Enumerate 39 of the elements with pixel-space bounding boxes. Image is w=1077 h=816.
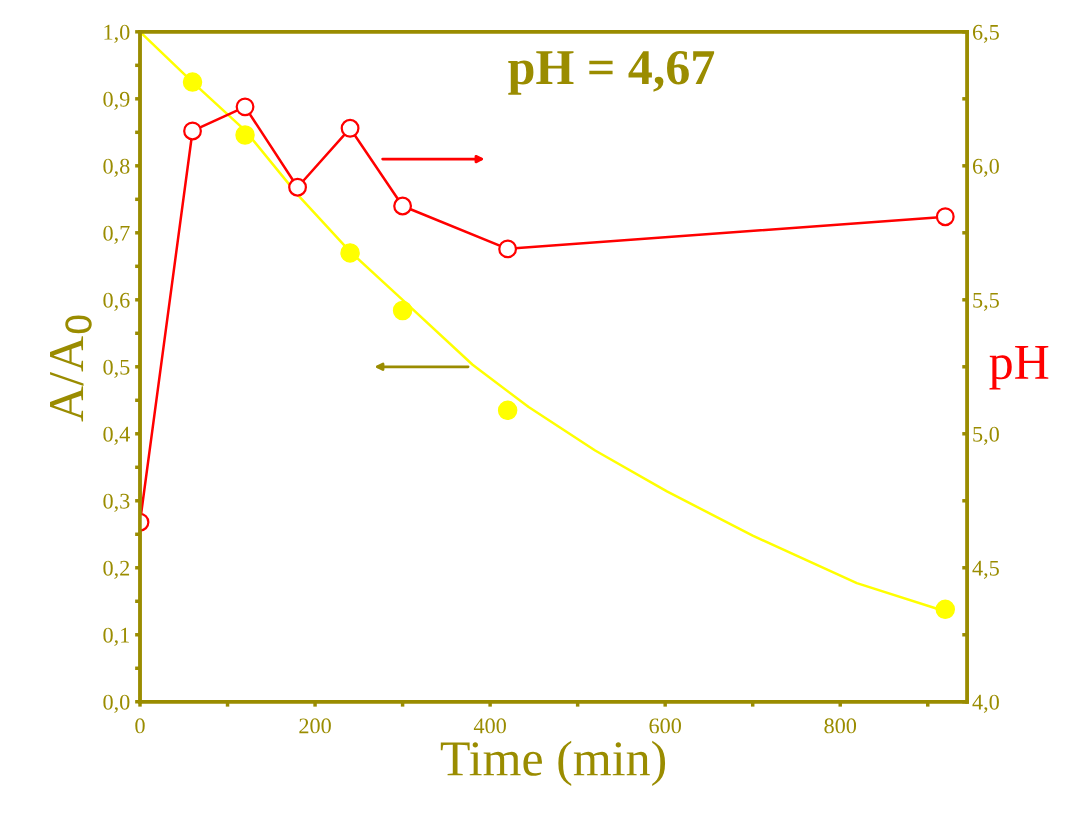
point bbox=[498, 239, 518, 259]
point bbox=[340, 243, 360, 263]
y2-tick-label: 4,5 bbox=[972, 560, 999, 579]
point bbox=[497, 400, 518, 421]
x-tick-label: 400 bbox=[473, 718, 506, 734]
y-tick-label: 0,6 bbox=[103, 292, 130, 311]
x-tick-label: 600 bbox=[649, 718, 681, 734]
x-tick-label: 200 bbox=[299, 718, 331, 734]
y2-axis-title: pH bbox=[989, 346, 1049, 390]
y2-tick-label: 6,0 bbox=[972, 158, 999, 177]
point bbox=[288, 177, 307, 197]
point bbox=[340, 118, 360, 138]
y-tick-label: 0,1 bbox=[103, 627, 129, 646]
y-tick-label: 0,9 bbox=[103, 91, 130, 110]
point bbox=[935, 207, 955, 227]
y-tick-label: 0,2 bbox=[103, 560, 130, 579]
y-tick-label: 1,0 bbox=[104, 24, 130, 43]
y-axis-title: A/A$_{0}$ bbox=[50, 315, 92, 422]
point bbox=[183, 121, 202, 141]
point bbox=[935, 599, 956, 620]
point bbox=[393, 196, 413, 216]
point bbox=[235, 97, 255, 117]
y2-tick-label: 5,5 bbox=[973, 292, 999, 311]
y-tick-label: 0,4 bbox=[103, 426, 130, 445]
y-tick-label: 0,8 bbox=[103, 158, 130, 177]
y-tick-label: 0,7 bbox=[103, 225, 130, 244]
x-tick-label: 0 bbox=[135, 718, 145, 734]
y-tick-label: 0,3 bbox=[103, 493, 130, 512]
y-tick-label: 0,0 bbox=[103, 694, 130, 713]
y-tick-label: 0,5 bbox=[103, 359, 130, 378]
x-tick-label: 800 bbox=[824, 718, 857, 734]
point bbox=[392, 300, 413, 321]
y2-tick-label: 6,5 bbox=[972, 24, 999, 43]
point bbox=[182, 72, 203, 92]
y2-tick-label: 5,0 bbox=[973, 426, 999, 445]
x-axis-title: Time (min) bbox=[440, 740, 666, 787]
annotation: pH = 4,67 bbox=[508, 50, 715, 95]
y2-tick-label: 4,0 bbox=[972, 694, 999, 713]
point bbox=[235, 125, 255, 145]
